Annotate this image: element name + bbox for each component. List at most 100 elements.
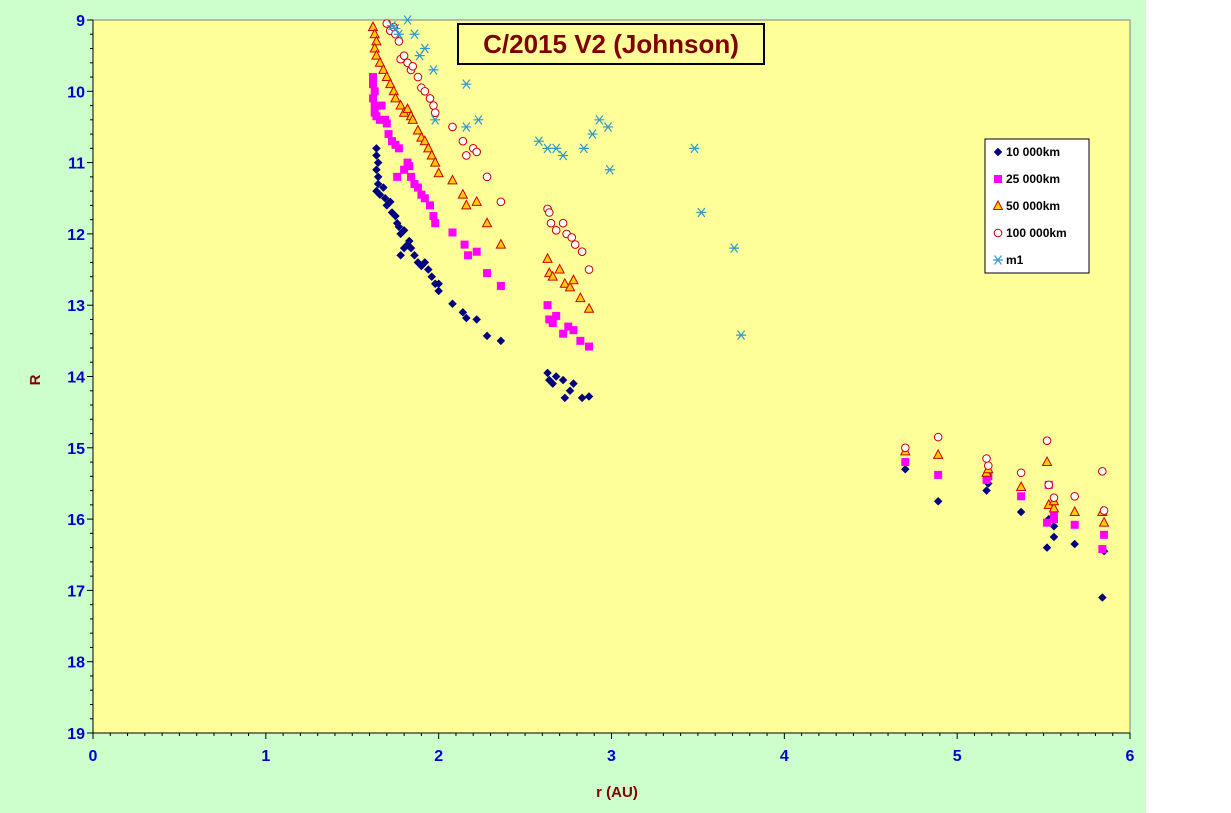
data-point <box>472 147 481 157</box>
data-point <box>1049 493 1059 503</box>
data-point <box>472 247 481 256</box>
data-point <box>382 119 391 128</box>
x-tick-label: 6 <box>1126 748 1135 765</box>
legend: 10 000km 25 000km 50 000km 100 000km m1 <box>984 138 1090 274</box>
data-point <box>395 99 406 110</box>
data-point <box>458 136 468 146</box>
data-point <box>483 269 492 278</box>
legend-box <box>984 138 1090 274</box>
data-point <box>585 342 594 351</box>
data-point <box>1049 532 1059 542</box>
data-point <box>407 113 419 124</box>
data-point <box>427 272 437 282</box>
data-point <box>1048 502 1060 513</box>
data-point <box>370 87 379 96</box>
data-point <box>696 207 707 218</box>
data-point <box>384 130 393 139</box>
legend-label: m1 <box>1006 253 1024 267</box>
x-tick-label: 2 <box>434 748 443 765</box>
legend-label: 100 000km <box>1006 226 1067 240</box>
data-point <box>464 251 473 260</box>
data-point <box>482 172 492 182</box>
data-point <box>1099 506 1109 515</box>
data-point <box>400 165 409 174</box>
data-point <box>1100 530 1109 539</box>
data-point <box>368 80 377 89</box>
data-point <box>1070 539 1080 549</box>
data-point <box>576 336 585 345</box>
legend-marker <box>994 175 1002 183</box>
data-point <box>495 238 507 249</box>
data-point <box>385 197 395 207</box>
x-tick-label: 1 <box>261 748 270 765</box>
data-point <box>568 274 579 285</box>
data-point <box>413 72 423 82</box>
data-point <box>584 265 594 274</box>
data-point <box>422 142 434 153</box>
data-point <box>604 164 615 175</box>
x-tick-label: 5 <box>953 748 962 765</box>
data-point <box>558 150 569 161</box>
data-point <box>496 336 506 346</box>
data-point <box>367 21 379 32</box>
x-tick-label: 0 <box>89 748 98 765</box>
data-point <box>1015 480 1027 492</box>
data-point <box>420 194 429 203</box>
data-point <box>431 219 440 228</box>
data-point <box>583 302 595 313</box>
data-point <box>399 51 409 60</box>
data-point <box>420 258 430 267</box>
y-tick-label: 11 <box>68 156 85 173</box>
chart-title: C/2015 V2 (Johnson) <box>457 23 765 65</box>
data-point <box>551 226 561 235</box>
data-point <box>434 286 444 296</box>
data-point <box>558 218 568 228</box>
data-point <box>426 201 435 210</box>
data-point <box>496 281 505 290</box>
data-point <box>448 299 457 309</box>
data-point <box>542 143 553 154</box>
data-point <box>460 199 472 210</box>
data-point <box>462 151 471 160</box>
data-point <box>900 464 910 474</box>
data-point <box>429 101 438 110</box>
data-point <box>419 43 430 54</box>
data-point <box>1069 505 1081 516</box>
data-point <box>565 386 575 396</box>
data-point <box>433 167 444 178</box>
x-axis-title: r (AU) <box>596 784 638 801</box>
data-point <box>1043 518 1052 527</box>
data-point <box>380 193 390 203</box>
data-point <box>434 279 444 289</box>
chart-title-box <box>457 23 765 65</box>
data-point <box>390 23 401 34</box>
data-point <box>569 379 578 388</box>
data-point <box>381 70 393 82</box>
data-point <box>1042 436 1052 445</box>
data-point <box>560 393 570 403</box>
data-point <box>457 188 469 199</box>
data-point <box>736 330 747 341</box>
data-point <box>404 236 414 246</box>
data-point <box>542 252 553 263</box>
data-point <box>408 62 418 71</box>
legend-label: 50 000km <box>1006 199 1060 213</box>
data-point <box>371 35 382 46</box>
data-point <box>471 195 483 206</box>
x-tick-label: 3 <box>607 748 616 765</box>
y-axis-title: R <box>27 374 44 385</box>
data-point <box>423 265 433 274</box>
data-point <box>569 326 578 335</box>
data-point <box>374 56 386 67</box>
x-tick-label: 4 <box>780 748 789 765</box>
data-point <box>430 108 440 117</box>
data-point <box>548 319 557 328</box>
data-point <box>461 313 471 323</box>
data-point <box>447 174 458 185</box>
data-point <box>410 250 419 260</box>
data-point <box>559 329 568 338</box>
data-point <box>1017 492 1026 501</box>
data-point <box>548 379 558 388</box>
data-point <box>481 217 493 228</box>
